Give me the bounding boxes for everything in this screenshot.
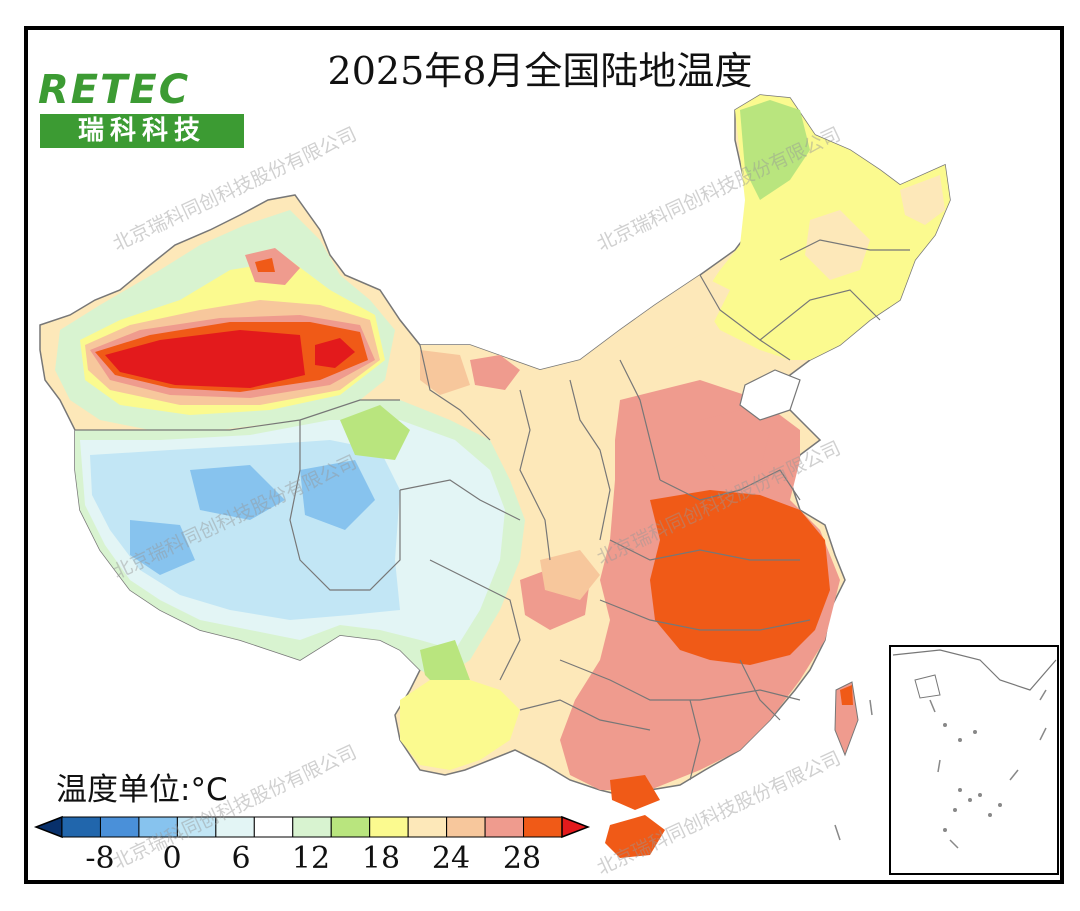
legend-tick: 18 [361,841,401,876]
colorbar-segment [446,816,486,838]
legend-tick: 24 [431,841,471,876]
dash-line [834,689,1047,849]
colorbar-segment [176,816,217,838]
logo-wordmark: RETEC [38,67,191,113]
south-sea-inset [889,645,1059,875]
legend-unit-label: 温度单位:°C [56,772,228,808]
colorbar-segment [61,816,101,838]
islands [943,723,1002,832]
legend-tick: 28 [502,841,542,876]
logo-chinese-name: 瑞科科技 [40,114,244,148]
legend-tick: 0 [162,841,182,876]
colorbar-segment [484,816,525,838]
colorbar-segment [369,816,409,838]
colorbar [33,815,591,839]
legend-tick: 6 [231,841,251,876]
legend-tick: 12 [291,841,331,876]
colorbar-segment [253,816,294,838]
colorbar-segment [407,816,448,838]
colorbar-arrow-high [561,815,591,839]
province-borders [75,239,910,781]
colorbar-segment [523,816,563,838]
colorbar-segment [99,816,140,838]
colorbar-segment [215,816,255,838]
company-logo: RETEC 瑞科科技 [38,70,246,152]
legend-tick: -8 [85,841,115,876]
colorbar-segment [138,816,178,838]
colorbar-arrow-low [33,815,63,839]
map-title: 2025年8月全国陆地温度 [327,49,753,93]
colorbar-segment [330,816,371,838]
colorbar-segment [292,816,332,838]
